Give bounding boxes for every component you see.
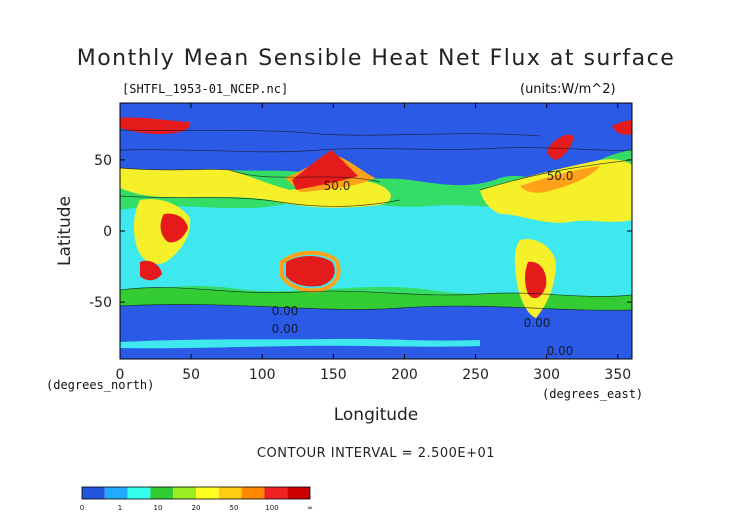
colorbar-swatch [218,487,242,499]
antarctic-cyan-streak [120,338,480,349]
contour-label: 0.00 [272,322,299,336]
colorbar-swatch [104,487,128,499]
colorbar-tick-label: 10 [154,504,163,512]
colorbar-swatch [264,487,288,499]
gulf-stream-orange [520,166,600,193]
colorbar-tick-label: 50 [230,504,239,512]
colorbar-swatch [241,487,265,499]
colorbar-frame [81,486,311,500]
units-label: (units:W/m^2) [520,82,616,97]
y-axis-label: Latitude [55,196,75,266]
y-tick-label: -50 [89,295,112,311]
x-tick-label: 0 [116,367,125,383]
kuroshio-red [292,150,358,190]
x-tick-label: 50 [182,367,200,383]
x-tick-label: 150 [320,367,347,383]
x-axis-label: Longitude [334,405,419,425]
y-tick-label: 0 [103,224,112,240]
northern-blue-region [120,103,632,190]
contour-interval-label: CONTOUR INTERVAL = 2.500E+01 [256,446,496,461]
australia-orange-rim [280,250,341,293]
contour-label: 50.0 [547,169,574,183]
chart-title: Monthly Mean Sensible Heat Net Flux at s… [76,46,676,71]
x-tick-label: 350 [604,367,631,383]
colorbar-swatch [287,487,310,499]
x-tick-label: 300 [533,367,560,383]
flux-field [120,103,632,359]
colorbar-tick-label: 20 [192,504,201,512]
colorbar-swatch [150,487,174,499]
y-tick-label: 50 [94,153,112,169]
ocean-cyan-band [120,201,632,300]
south-america-red [525,261,547,299]
contour-label: 0.00 [524,316,551,330]
x-axis-ticks: 0 50 100 150 200 250 300 350 [116,103,631,383]
colorbar-swatch [196,487,219,499]
colorbar-tick-label: 0 [80,504,84,512]
contour-label: 0.00 [547,344,574,358]
contour-label: 50.0 [324,179,351,193]
south-africa-red [140,260,162,281]
x-tick-label: 250 [462,367,489,383]
labrador-red [547,134,574,160]
colorbar: 0 1 10 20 50 100 ∞ [80,486,313,512]
colorbar-swatch [173,487,196,499]
contour-label: 0.00 [272,304,299,318]
colorbar-swatch [82,487,105,499]
colorbar-swatch [127,487,151,499]
africa-red [160,213,188,243]
x-unit-note: (degrees_east) [542,387,643,401]
colorbar-tick-label: 1 [118,504,122,512]
x-tick-label: 100 [249,367,276,383]
arctic-red-left [120,117,191,134]
dataset-filename: [SHTFL_1953-01_NCEP.nc] [122,82,289,96]
colorbar-tick-label: ∞ [307,504,313,512]
colorbar-tick-label: 100 [265,504,278,512]
y-axis-ticks: -50 0 50 [89,153,632,311]
australia-red [286,256,335,287]
y-unit-note: (degrees_north) [46,378,154,392]
north-america-yellow [480,159,632,223]
eurasia-yellow [120,168,391,208]
x-tick-label: 200 [391,367,418,383]
contour-lines [120,129,632,311]
contour-labels: 50.0 50.0 0.00 0.00 0.00 0.00 [272,169,574,358]
arctic-red-right [612,120,632,135]
